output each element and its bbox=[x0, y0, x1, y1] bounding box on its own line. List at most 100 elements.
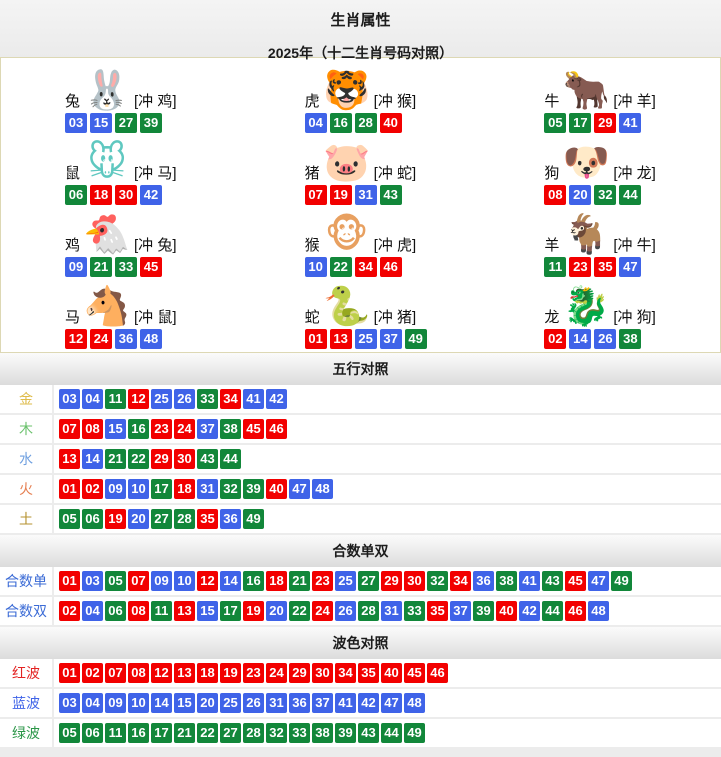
number-badge: 20 bbox=[266, 601, 287, 621]
number-badge: 31 bbox=[197, 479, 218, 499]
zodiac-cell-monkey: 猴 🐵 [冲 虎] 10 22 34 46 bbox=[241, 208, 481, 279]
attribute-row: 红波 01 02 07 08 12 13 18 19 23 24 29 30 34 35 40 45 46 bbox=[0, 659, 721, 689]
number-badge: 24 bbox=[312, 601, 333, 621]
number-badge: 18 bbox=[90, 185, 112, 205]
number-badge: 44 bbox=[619, 185, 642, 205]
number-badge: 11 bbox=[105, 389, 126, 409]
number-badge: 26 bbox=[174, 389, 195, 409]
number-badge: 46 bbox=[266, 419, 287, 439]
number-badge: 20 bbox=[197, 693, 218, 713]
number-badge: 36 bbox=[220, 509, 241, 529]
number-badge: 09 bbox=[105, 479, 126, 499]
number-badge: 04 bbox=[82, 693, 103, 713]
number-badge: 47 bbox=[619, 257, 642, 277]
number-badge: 17 bbox=[220, 601, 241, 621]
number-badge: 15 bbox=[105, 419, 126, 439]
number-badge: 10 bbox=[128, 693, 149, 713]
zodiac-cell-rabbit: 兔 🐰 [冲 鸡] 03 15 27 39 bbox=[1, 64, 241, 135]
number-badge: 24 bbox=[174, 419, 195, 439]
number-badge: 42 bbox=[519, 601, 540, 621]
row-number-list: 05 06 11 16 17 21 22 27 28 32 33 38 39 43 44 49 bbox=[54, 719, 721, 747]
number-badge: 43 bbox=[542, 571, 563, 591]
number-badge: 25 bbox=[354, 329, 377, 349]
zodiac-cell-dog: 狗 🐶 [冲 龙] 08 20 32 44 bbox=[480, 136, 720, 207]
number-badge: 39 bbox=[473, 601, 494, 621]
zodiac-name: 猴 bbox=[304, 237, 320, 254]
number-badge: 15 bbox=[174, 693, 195, 713]
page-title: 生肖属性 bbox=[330, 12, 391, 29]
zodiac-clash-label: [冲 兔] bbox=[134, 237, 177, 254]
number-badge: 29 bbox=[381, 571, 402, 591]
number-badge: 47 bbox=[381, 693, 402, 713]
row-number-list: 13 14 21 22 29 30 43 44 bbox=[54, 445, 721, 473]
number-badge: 43 bbox=[379, 185, 402, 205]
number-badge: 41 bbox=[519, 571, 540, 591]
number-badge: 21 bbox=[174, 723, 195, 743]
number-badge: 21 bbox=[105, 449, 126, 469]
pig-icon: 🐷 bbox=[323, 142, 371, 184]
number-badge: 25 bbox=[335, 571, 356, 591]
attribute-row: 蓝波 03 04 09 10 14 15 20 25 26 31 36 37 41 42 47 48 bbox=[0, 689, 721, 719]
number-badge: 13 bbox=[59, 449, 80, 469]
number-badge: 33 bbox=[115, 257, 137, 277]
number-badge: 22 bbox=[197, 723, 218, 743]
number-badge: 45 bbox=[565, 571, 586, 591]
number-badge: 14 bbox=[220, 571, 241, 591]
section-header: 五行对照 bbox=[0, 353, 721, 385]
number-badge: 29 bbox=[151, 449, 172, 469]
zodiac-cell-rooster: 鸡 🐔 [冲 兔] 09 21 33 45 bbox=[1, 208, 241, 279]
number-badge: 25 bbox=[151, 389, 172, 409]
number-badge: 28 bbox=[243, 723, 264, 743]
number-badge: 01 bbox=[59, 663, 80, 683]
zodiac-number-list: 11 23 35 47 bbox=[544, 257, 720, 277]
number-badge: 34 bbox=[354, 257, 377, 277]
goat-icon: 🐐 bbox=[562, 214, 610, 256]
number-badge: 16 bbox=[243, 571, 264, 591]
row-number-list: 03 04 09 10 14 15 20 25 26 31 36 37 41 42 47 48 bbox=[54, 689, 721, 717]
number-badge: 17 bbox=[151, 479, 172, 499]
number-badge: 29 bbox=[594, 113, 617, 133]
zodiac-name: 鼠 bbox=[65, 165, 81, 182]
number-badge: 45 bbox=[404, 663, 425, 683]
number-badge: 01 bbox=[59, 479, 80, 499]
number-badge: 13 bbox=[174, 663, 195, 683]
row-label: 水 bbox=[0, 445, 54, 473]
zodiac-number-list: 12 24 36 48 bbox=[65, 329, 241, 349]
snake-icon: 🐍 bbox=[323, 286, 371, 328]
row-label: 合数双 bbox=[0, 597, 54, 625]
number-badge: 20 bbox=[569, 185, 592, 205]
number-badge: 13 bbox=[174, 601, 195, 621]
number-badge: 18 bbox=[266, 571, 287, 591]
row-number-list: 01 02 07 08 12 13 18 19 23 24 29 30 34 35 40 45 46 bbox=[54, 659, 721, 687]
row-number-list: 01 02 09 10 17 18 31 32 39 40 47 48 bbox=[54, 475, 721, 503]
number-badge: 34 bbox=[220, 389, 241, 409]
number-badge: 06 bbox=[82, 723, 103, 743]
number-badge: 30 bbox=[115, 185, 137, 205]
number-badge: 47 bbox=[289, 479, 310, 499]
number-badge: 24 bbox=[90, 329, 112, 349]
zodiac-clash-label: [冲 狗] bbox=[613, 309, 656, 326]
number-badge: 12 bbox=[128, 389, 149, 409]
number-badge: 32 bbox=[220, 479, 241, 499]
zodiac-number-list: 07 19 31 43 bbox=[304, 185, 481, 205]
number-badge: 39 bbox=[243, 479, 264, 499]
number-badge: 42 bbox=[266, 389, 287, 409]
number-badge: 08 bbox=[128, 601, 149, 621]
attribute-row: 绿波 05 06 11 16 17 21 22 27 28 32 33 38 39 43 44 49 bbox=[0, 719, 721, 749]
number-badge: 27 bbox=[115, 113, 137, 133]
number-badge: 31 bbox=[266, 693, 287, 713]
rabbit-icon: 🐰 bbox=[83, 70, 131, 112]
number-badge: 08 bbox=[128, 663, 149, 683]
zodiac-name: 兔 bbox=[65, 93, 81, 110]
attribute-row: 水 13 14 21 22 29 30 43 44 bbox=[0, 445, 721, 475]
number-badge: 26 bbox=[594, 329, 617, 349]
zodiac-number-list: 10 22 34 46 bbox=[304, 257, 481, 277]
number-badge: 46 bbox=[427, 663, 448, 683]
rat-icon: 🐭 bbox=[87, 142, 127, 184]
attribute-row: 合数双 02 04 06 08 11 13 15 17 19 20 22 24 26 28 31 33 35 37 3… bbox=[0, 597, 721, 627]
number-badge: 15 bbox=[90, 113, 112, 133]
number-badge: 37 bbox=[197, 419, 218, 439]
row-number-list: 03 04 11 12 25 26 33 34 41 42 bbox=[54, 385, 721, 413]
number-badge: 06 bbox=[65, 185, 87, 205]
ox-icon: 🐂 bbox=[562, 70, 610, 112]
